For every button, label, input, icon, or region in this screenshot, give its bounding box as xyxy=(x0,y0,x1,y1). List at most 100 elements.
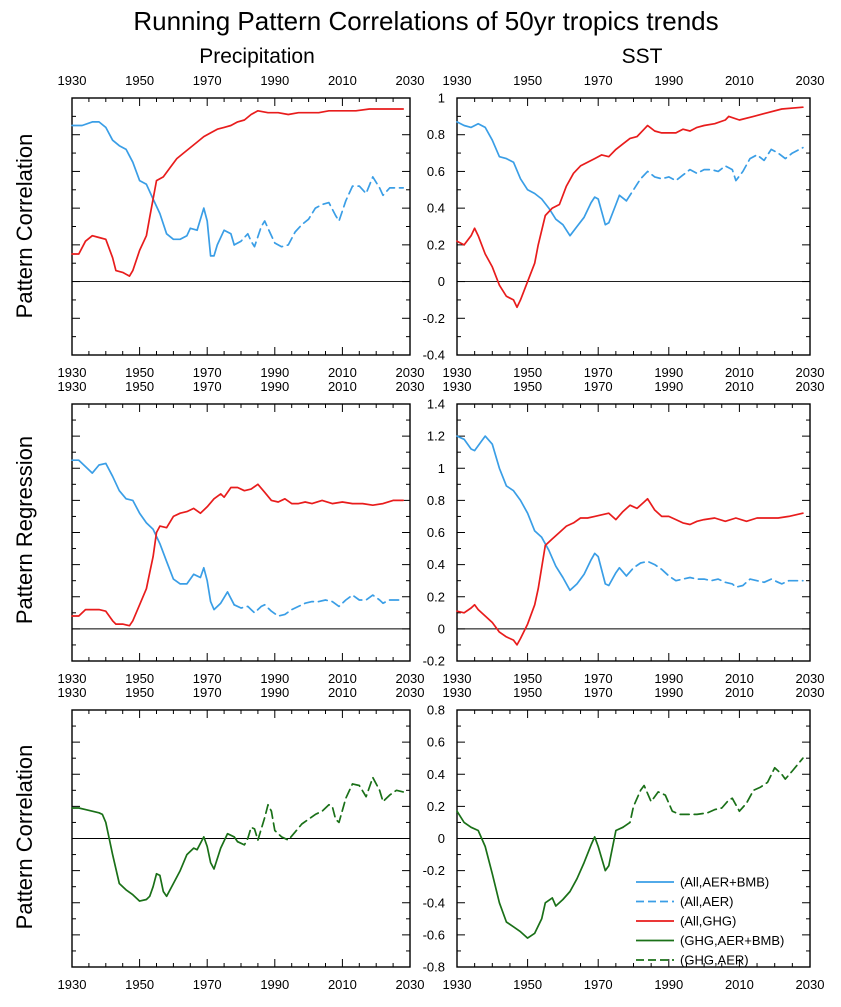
x-tick-label: 1970 xyxy=(584,977,613,992)
panel-4: 1930 1930 1950 1950 1970 1970 1990 1990 2010 2010… xyxy=(423,379,825,686)
x-tick-label: 1970 xyxy=(584,73,613,88)
x-tick-label: 1950 xyxy=(125,73,154,88)
x-tick-label: 1970 xyxy=(193,73,222,88)
x-tick-label: 2010 xyxy=(328,685,357,700)
legend-label: (All,GHG) xyxy=(680,914,736,929)
x-tick-label: 2030 xyxy=(396,977,425,992)
x-tick-label: 1990 xyxy=(260,365,289,380)
x-tick-label: 1990 xyxy=(260,685,289,700)
legend-item: (GHG,AER+BMB) xyxy=(636,933,784,948)
x-tick-label: 2030 xyxy=(396,379,425,394)
x-tick-label: 1950 xyxy=(513,365,542,380)
panel-frame xyxy=(456,97,811,356)
legend-label: (GHG,AER) xyxy=(680,953,749,968)
x-tick-label: 2030 xyxy=(396,671,425,686)
x-tick-label: 1950 xyxy=(513,977,542,992)
panel-1: 1930 1930 1950 1950 1970 1970 1990 1990 2010 2010… xyxy=(58,73,425,380)
x-tick-label: 2030 xyxy=(796,977,825,992)
x-tick-label: 1950 xyxy=(125,977,154,992)
x-tick-label: 2010 xyxy=(725,365,754,380)
y-tick-label: 1.2 xyxy=(427,429,445,444)
series-line xyxy=(456,435,628,592)
y-tick-label: -0.2 xyxy=(423,654,445,669)
x-tick-label: 2030 xyxy=(396,685,425,700)
x-tick-label: 1970 xyxy=(193,977,222,992)
x-tick-label: 1930 xyxy=(58,73,87,88)
y-tick-label: 1 xyxy=(438,461,445,476)
panel-2: 1930 1930 1950 1950 1970 1970 1990 1990 2010 2010… xyxy=(423,73,825,380)
x-tick-label: 1930 xyxy=(443,73,472,88)
panel-frame xyxy=(71,403,411,662)
series-line xyxy=(71,459,236,611)
x-tick-label: 2010 xyxy=(328,977,357,992)
y-tick-label: 0.6 xyxy=(427,525,445,540)
legend: (All,AER+BMB) (All,AER) (All,GHG) (GHG,AER+… xyxy=(636,875,784,968)
x-tick-label: 1950 xyxy=(513,379,542,394)
series-line xyxy=(236,776,405,846)
x-tick-label: 1990 xyxy=(260,73,289,88)
x-tick-label: 1930 xyxy=(58,379,87,394)
x-tick-label: 1930 xyxy=(443,671,472,686)
panel-frame xyxy=(71,97,411,356)
x-tick-label: 1990 xyxy=(654,671,683,686)
x-tick-label: 1970 xyxy=(584,685,613,700)
x-tick-label: 2010 xyxy=(328,365,357,380)
x-tick-label: 2010 xyxy=(725,671,754,686)
y-tick-label: 0.8 xyxy=(427,703,445,718)
x-tick-label: 1990 xyxy=(654,365,683,380)
x-tick-label: 1970 xyxy=(584,671,613,686)
series-line xyxy=(233,594,405,617)
x-tick-label: 1970 xyxy=(193,671,222,686)
x-tick-label: 2030 xyxy=(396,365,425,380)
legend-label: (GHG,AER+BMB) xyxy=(680,933,784,948)
legend-item: (All,GHG) xyxy=(636,914,736,929)
series-line xyxy=(456,497,804,646)
x-tick-label: 1930 xyxy=(58,977,87,992)
figure-title: Running Pattern Correlations of 50yr tro… xyxy=(133,6,718,36)
x-tick-label: 1990 xyxy=(260,379,289,394)
x-tick-label: 1930 xyxy=(58,671,87,686)
x-tick-label: 1950 xyxy=(513,685,542,700)
y-tick-label: 0 xyxy=(438,274,445,289)
y-tick-label: 0 xyxy=(438,621,445,636)
x-tick-label: 1990 xyxy=(654,73,683,88)
y-tick-label: 1 xyxy=(438,91,445,106)
y-tick-label: -0.2 xyxy=(423,311,445,326)
x-tick-label: 2010 xyxy=(725,379,754,394)
legend-item: (All,AER+BMB) xyxy=(636,875,769,890)
y-tick-label: -0.4 xyxy=(423,895,445,910)
panel-frame xyxy=(456,403,811,662)
series-line xyxy=(71,807,239,902)
series-line xyxy=(233,176,405,248)
y-tick-label: 0 xyxy=(438,831,445,846)
x-tick-label: 1950 xyxy=(125,365,154,380)
legend-label: (All,AER+BMB) xyxy=(680,875,769,890)
x-tick-label: 1930 xyxy=(58,685,87,700)
y-tick-label: 0.2 xyxy=(427,237,445,252)
series-line xyxy=(456,810,624,939)
y-tick-label: -0.2 xyxy=(423,863,445,878)
x-tick-label: 2030 xyxy=(796,365,825,380)
y-tick-label: -0.6 xyxy=(423,927,445,942)
row-label-correlation-bottom: Pattern Correlation xyxy=(12,745,37,930)
row-label-correlation-top: Pattern Correlation xyxy=(12,134,37,319)
x-tick-label: 1970 xyxy=(193,379,222,394)
x-tick-label: 1990 xyxy=(654,685,683,700)
x-tick-label: 2010 xyxy=(328,73,357,88)
x-tick-label: 1950 xyxy=(125,685,154,700)
panel-6: 1930 1930 1950 1950 1970 1970 1990 1990 2010 2010… xyxy=(423,685,825,992)
panel-5: 1930 1930 1950 1950 1970 1970 1990 1990 2010 2010… xyxy=(58,685,425,992)
x-tick-label: 2010 xyxy=(725,977,754,992)
x-tick-label: 1970 xyxy=(193,365,222,380)
column-title-precipitation: Precipitation xyxy=(199,45,315,68)
series-line xyxy=(625,560,804,588)
x-tick-label: 2010 xyxy=(328,671,357,686)
x-tick-label: 2030 xyxy=(796,379,825,394)
y-tick-label: 0.4 xyxy=(427,557,445,572)
series-line xyxy=(456,121,628,237)
x-tick-label: 2010 xyxy=(725,685,754,700)
x-tick-label: 2010 xyxy=(328,379,357,394)
x-tick-label: 1990 xyxy=(654,977,683,992)
chart-panels: 1930193019501950197019701990199020102010… xyxy=(58,73,825,992)
